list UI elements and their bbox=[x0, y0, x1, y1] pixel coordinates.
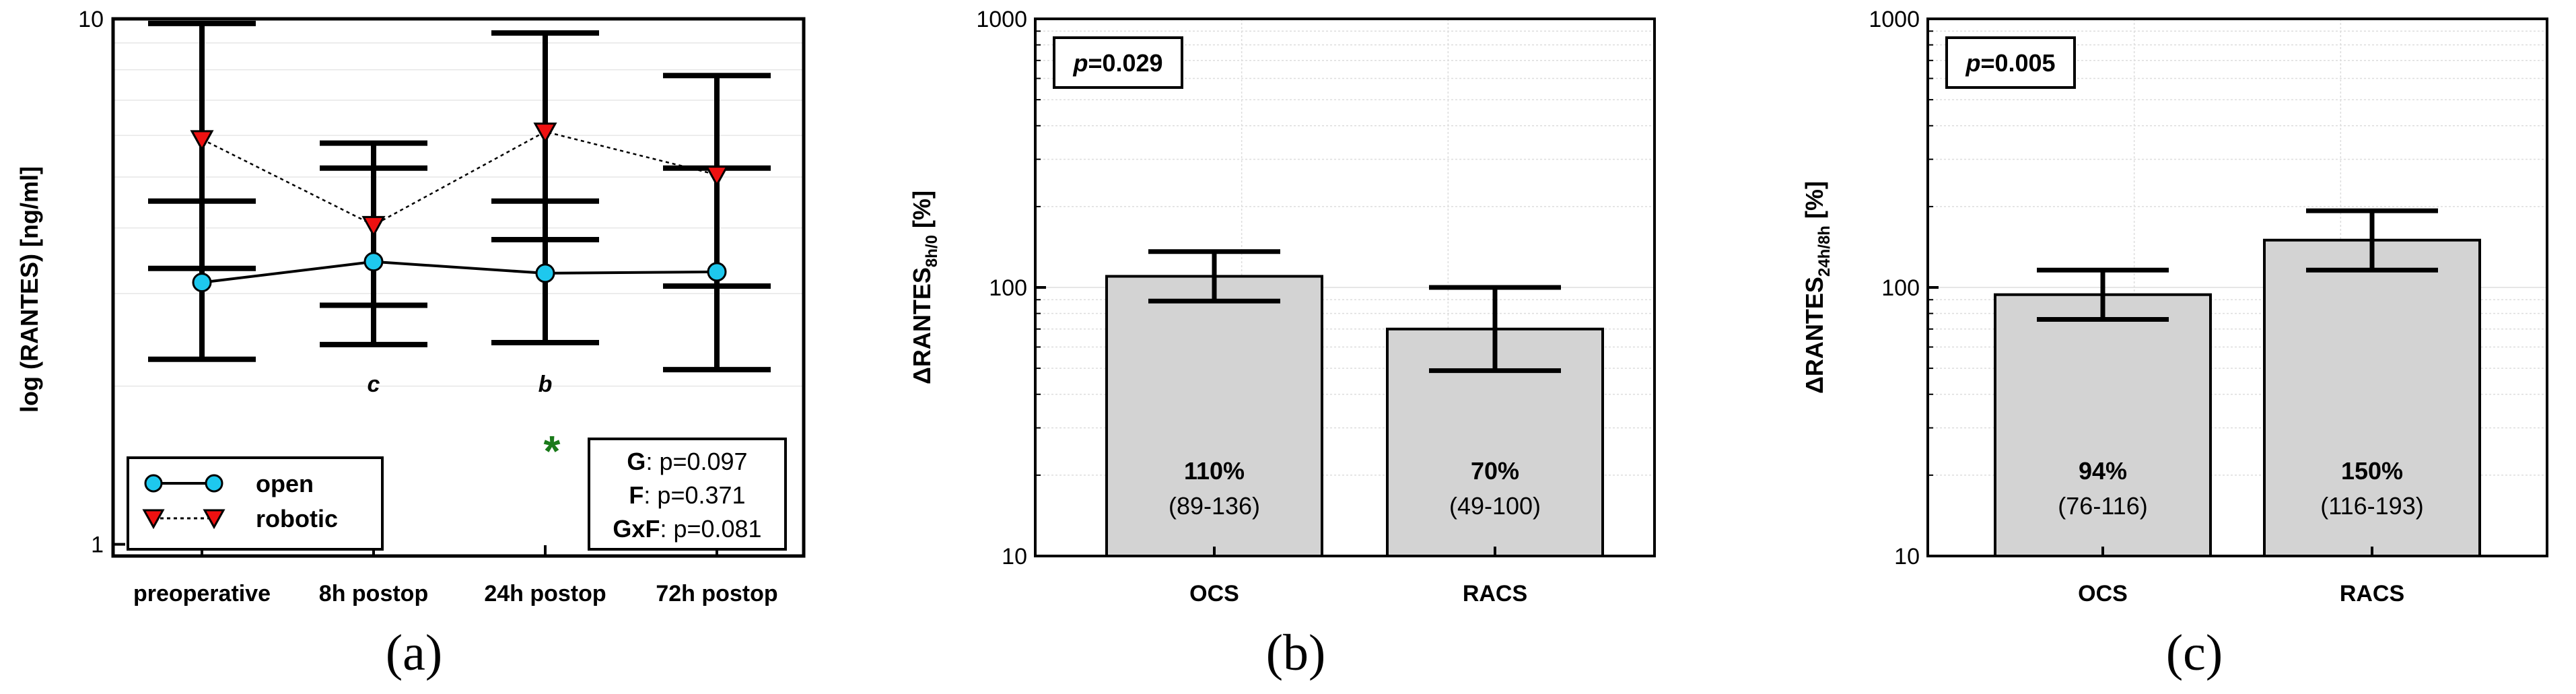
panel-c-bar-labels: 94% (76-116) 150% (116-193) bbox=[2058, 457, 2423, 520]
legend-open-label: open bbox=[256, 470, 314, 497]
panel-a-x-ticks: preoperative 8h postop 24h postop 72h posto… bbox=[133, 545, 778, 606]
legend-robotic-label: robotic bbox=[256, 505, 338, 532]
y-tick-label: 1000 bbox=[976, 7, 1027, 32]
bar-racs bbox=[2263, 238, 2481, 557]
panel-a-label: (a) bbox=[386, 625, 442, 681]
data-point-open bbox=[192, 273, 212, 293]
legend-robotic-marker-icon bbox=[142, 509, 165, 530]
panel-a-legend: open robotic bbox=[127, 456, 384, 551]
panel-a-markers bbox=[190, 123, 729, 293]
panel-b-x-ticks: OCS RACS bbox=[1189, 547, 1527, 606]
y-tick-label: 100 bbox=[989, 275, 1027, 301]
panel-c-label: (c) bbox=[2166, 625, 2223, 681]
y-tick-label: 10 bbox=[1002, 544, 1027, 569]
panel-a-series-lines bbox=[201, 131, 718, 284]
x-tick-label: preoperative bbox=[133, 581, 271, 606]
panel-b-bars bbox=[1105, 275, 1604, 557]
bar-value-label: 94% bbox=[2079, 457, 2127, 485]
y-tick-label: 1000 bbox=[1869, 7, 1920, 32]
x-tick-label: 72h postop bbox=[656, 581, 777, 606]
panel-a-line-chart: 1 10 preoperative 8h postop 24h postop 72h p… bbox=[15, 7, 806, 681]
panel-b-y-axis-title: ΔRANTES8h/0 [%] bbox=[908, 190, 941, 384]
bar-value-label: 150% bbox=[2341, 457, 2403, 485]
stat-gxf: GxF: p=0.081 bbox=[613, 515, 761, 543]
bar-range-label: (49-100) bbox=[1449, 492, 1541, 520]
y-tick-label: 10 bbox=[1894, 544, 1920, 569]
data-point-open bbox=[535, 263, 555, 283]
x-tick-label: 8h postop bbox=[319, 581, 428, 606]
bar-range-label: (76-116) bbox=[2058, 492, 2147, 520]
panel-c-p-value: p=0.005 bbox=[1965, 49, 2055, 77]
data-point-open bbox=[363, 252, 384, 272]
bar-value-label: 110% bbox=[1184, 457, 1245, 485]
panel-b-p-value-box: p=0.029 bbox=[1053, 36, 1183, 89]
x-tick-label: RACS bbox=[2340, 581, 2404, 606]
x-tick-label: 24h postop bbox=[484, 581, 606, 606]
panel-c-bars bbox=[1994, 238, 2481, 557]
x-tick-label: OCS bbox=[2078, 581, 2128, 606]
panel-b-y-ticks: 10 100 1000 bbox=[976, 7, 1046, 569]
stat-g: G: p=0.097 bbox=[627, 448, 747, 475]
bar-range-label: (89-136) bbox=[1169, 492, 1260, 520]
panel-b-error-bars bbox=[1148, 249, 1561, 374]
panel-c-x-ticks: OCS RACS bbox=[2078, 547, 2404, 606]
panel-c-bar-chart: 94% (76-116) 150% (116-193) 10 100 1000 OCS RA… bbox=[1801, 7, 2548, 681]
panel-a-minor-grid bbox=[113, 42, 804, 387]
panel-c-p-value-box: p=0.005 bbox=[1945, 36, 2076, 89]
panel-b-bar-labels: 110% (89-136) 70% (49-100) bbox=[1169, 457, 1541, 520]
data-point-robotic bbox=[190, 130, 214, 151]
legend-robotic-marker-icon bbox=[203, 509, 225, 530]
panel-b-p-value: p=0.029 bbox=[1072, 49, 1162, 77]
bar-range-label: (116-193) bbox=[2320, 492, 2423, 520]
panel-a-significance-star: * bbox=[544, 427, 561, 475]
panel-c-y-axis-title: ΔRANTES24h/8h [%] bbox=[1801, 181, 1834, 394]
y-tick-label: 1 bbox=[91, 532, 104, 558]
panel-c-error-bars bbox=[2037, 208, 2438, 322]
panel-b-label: (b) bbox=[1266, 625, 1326, 681]
stat-f: F: p=0.371 bbox=[629, 481, 745, 509]
data-point-robotic bbox=[361, 215, 386, 238]
panel-a-error-bars bbox=[148, 20, 771, 373]
panel-a-annotation-b: b bbox=[538, 372, 553, 397]
panel-b-bar-chart: 110% (89-136) 70% (49-100) 10 100 1000 OCS RAC… bbox=[908, 7, 1656, 681]
data-point-robotic bbox=[705, 166, 729, 187]
series-line-open bbox=[201, 260, 718, 284]
series-line-robotic bbox=[201, 131, 718, 226]
data-point-open bbox=[707, 262, 727, 282]
bar-value-label: 70% bbox=[1471, 457, 1519, 485]
data-point-robotic bbox=[533, 123, 557, 144]
panel-a-y-axis-title: log (RANTES) [ng/ml] bbox=[15, 166, 43, 413]
x-tick-label: OCS bbox=[1189, 581, 1239, 606]
panel-a-y-ticks: 1 10 bbox=[78, 7, 125, 558]
panel-a-plot-frame bbox=[111, 17, 806, 558]
legend-open-marker-icon bbox=[144, 474, 163, 493]
y-tick-label: 10 bbox=[78, 7, 104, 32]
y-tick-label: 100 bbox=[1881, 275, 1920, 301]
legend-open-marker-icon bbox=[205, 474, 223, 493]
panel-a-annotation-c: c bbox=[368, 372, 380, 397]
panel-c-y-ticks: 10 100 1000 bbox=[1869, 7, 1939, 569]
x-tick-label: RACS bbox=[1463, 581, 1527, 606]
panel-a-stats-box: G: p=0.097 F: p=0.371 GxF: p=0.081 bbox=[588, 438, 787, 551]
